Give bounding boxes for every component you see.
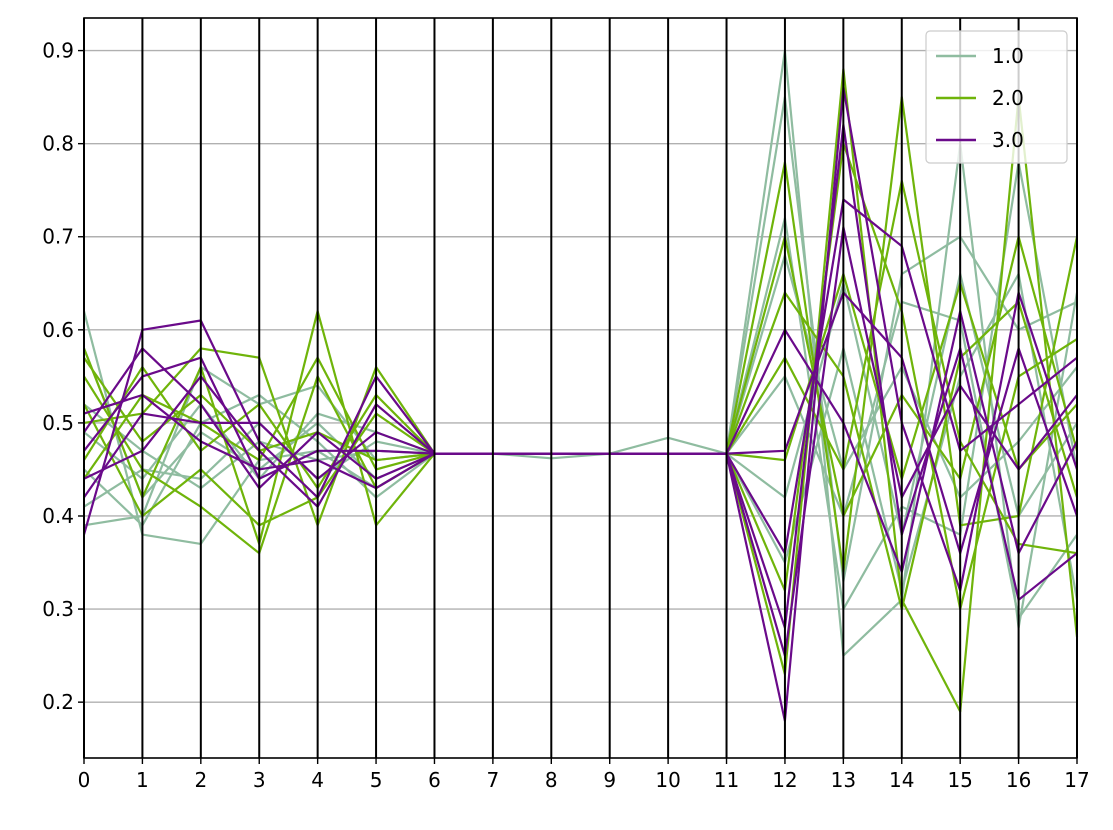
y-tick-label: 0.3 <box>42 597 74 621</box>
x-tick-label: 5 <box>370 768 383 792</box>
series-lines <box>82 49 1079 722</box>
x-tick-label: 14 <box>889 768 914 792</box>
x-tick-label: 9 <box>603 768 616 792</box>
x-tick-label: 7 <box>487 768 500 792</box>
plot-frame <box>83 17 1078 759</box>
x-tick-label: 11 <box>714 768 739 792</box>
series-2-line-5 <box>83 226 1078 657</box>
x-tick-label: 17 <box>1064 768 1089 792</box>
x-tick-label: 13 <box>831 768 856 792</box>
legend-label: 1.0 <box>992 44 1024 68</box>
y-tick-label: 0.2 <box>42 690 74 714</box>
y-tick-label: 0.7 <box>42 225 74 249</box>
legend: 1.0 2.0 3.0 <box>925 30 1068 164</box>
legend-box <box>925 30 1068 164</box>
vertical-axes <box>83 18 1078 758</box>
x-tick-label: 0 <box>78 768 91 792</box>
y-tick-label: 0.5 <box>42 411 74 435</box>
x-tick-label: 4 <box>311 768 324 792</box>
y-tick-label: 0.9 <box>42 39 74 63</box>
y-ticks: 0.2 0.3 0.4 0.5 0.6 0.7 0.8 0.9 <box>42 39 84 714</box>
x-tick-label: 6 <box>428 768 441 792</box>
x-tick-label: 15 <box>947 768 972 792</box>
x-tick-label: 10 <box>655 768 680 792</box>
x-tick-label: 16 <box>1006 768 1031 792</box>
x-tick-label: 8 <box>545 768 558 792</box>
x-tick-label: 12 <box>772 768 797 792</box>
y-tick-label: 0.6 <box>42 318 74 342</box>
x-ticks: 0 1 2 3 4 5 6 7 8 9 10 11 12 13 14 15 16 17 <box>78 758 1090 792</box>
x-tick-label: 2 <box>194 768 207 792</box>
x-tick-label: 3 <box>253 768 266 792</box>
y-tick-label: 0.8 <box>42 132 74 156</box>
legend-label: 2.0 <box>992 86 1024 110</box>
legend-label: 3.0 <box>992 128 1024 152</box>
y-tick-label: 0.4 <box>42 504 74 528</box>
x-tick-label: 1 <box>136 768 149 792</box>
